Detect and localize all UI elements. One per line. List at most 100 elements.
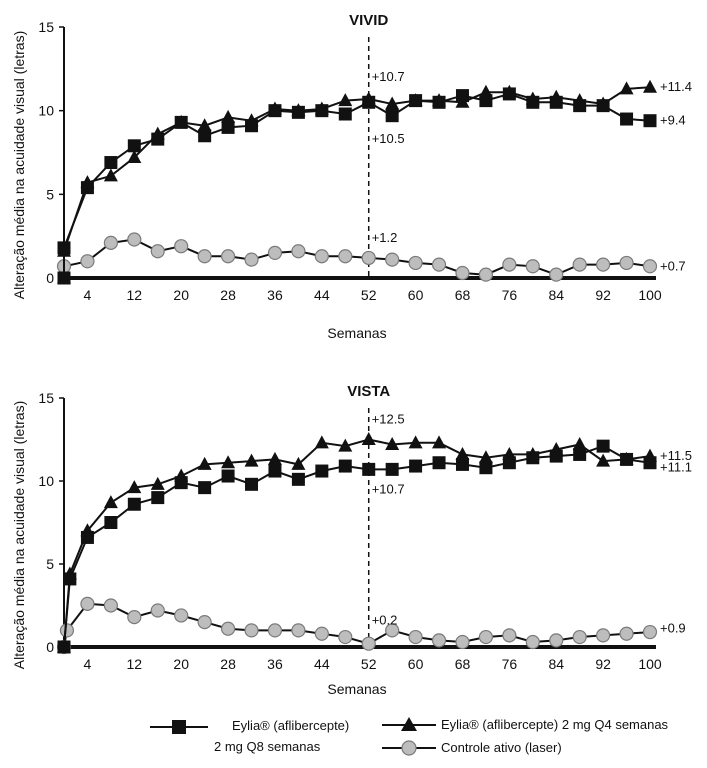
legend-laser-label: Controle ativo (laser): [441, 740, 562, 755]
p0-point-circle: [80, 254, 95, 269]
legend-q4-label: Eylia® (aflibercepte) 2 mg Q4 semanas: [441, 717, 669, 732]
p0-point-circle: [525, 259, 540, 274]
p1-y-axis-label: Alteração média na acuidade visual (letr…: [11, 401, 27, 669]
p0-point-triangle: [197, 118, 212, 132]
p0-point-circle: [642, 259, 658, 274]
p1-x-tick-label: 76: [502, 656, 518, 672]
p1-point-square: [127, 497, 141, 511]
p1-annotation: +11.5: [660, 448, 692, 463]
p0-annotation: +1.2: [372, 230, 398, 245]
chart-vista: 0 5 10 15 4 12 20 28 36 44 52 60 68 76 84 92 100 VISTA Sem…: [11, 383, 692, 697]
p0-y-tick-label: 15: [38, 19, 54, 35]
p0-point-triangle: [408, 93, 423, 107]
p0-x-tick-label: 4: [84, 287, 92, 303]
p0-x-tick-label: 20: [173, 287, 189, 303]
p0-annotation: +9.4: [660, 113, 686, 128]
p1-point-square: [362, 462, 376, 476]
p0-point-circle: [314, 249, 329, 264]
p0-point-circle: [431, 257, 447, 272]
p0-x-tick-label: 12: [127, 287, 143, 303]
p0-point-circle: [197, 249, 212, 264]
legend-laser-marker: [401, 740, 417, 756]
p0-point-circle: [150, 244, 165, 259]
p0-point-circle: [220, 249, 236, 264]
p0-point-square: [198, 129, 212, 143]
p1-point-circle: [502, 628, 517, 643]
p0-x-tick-label: 28: [220, 287, 236, 303]
p1-point-circle: [619, 626, 634, 641]
p1-x-tick-label: 84: [548, 656, 564, 672]
p1-y-tick-label: 15: [38, 390, 54, 406]
p1-annotation: +10.7: [372, 481, 405, 496]
p1-point-triangle: [385, 436, 400, 450]
p1-point-triangle: [244, 453, 259, 467]
p1-x-tick-label: 4: [84, 656, 92, 672]
p0-point-circle: [455, 265, 470, 281]
p1-point-square: [338, 459, 352, 473]
p1-point-circle: [338, 629, 353, 645]
p0-y-axis-label: Alteração média na acuidade visual (letr…: [11, 31, 27, 299]
p0-x-tick-label: 92: [595, 287, 611, 303]
p1-series-triangle: [57, 432, 657, 653]
p1-x-tick-label: 28: [220, 656, 236, 672]
p1-point-circle: [431, 633, 447, 648]
p0-point-circle: [361, 250, 376, 266]
p1-point-triangle: [57, 639, 71, 653]
p1-point-triangle: [174, 468, 189, 482]
p0-x-tick-label: 68: [455, 287, 471, 303]
p0-point-triangle: [338, 93, 353, 107]
p1-point-triangle: [127, 480, 142, 494]
p0-point-circle: [338, 249, 353, 264]
p1-point-circle: [408, 629, 423, 645]
p0-x-tick-label: 36: [267, 287, 283, 303]
p1-point-circle: [572, 629, 587, 645]
legend-q8-label-1: Eylia® (aflibercepte): [232, 718, 349, 733]
legend-q4-marker: [401, 717, 417, 731]
p0-point-triangle: [478, 84, 493, 98]
p1-point-triangle: [103, 495, 118, 509]
p0-point-circle: [596, 257, 611, 272]
p1-point-circle: [314, 626, 329, 641]
p1-y-tick-label: 10: [38, 473, 54, 489]
p0-point-triangle: [455, 94, 470, 108]
p0-point-triangle: [103, 168, 118, 182]
p0-point-triangle: [267, 101, 282, 115]
p0-point-triangle: [291, 103, 306, 117]
p1-point-triangle: [502, 446, 517, 460]
p1-title: VISTA: [347, 383, 390, 400]
p0-x-tick-label: 52: [361, 287, 377, 303]
p0-point-square: [385, 109, 399, 123]
p1-point-triangle: [478, 450, 493, 464]
p0-point-circle: [478, 267, 494, 282]
p1-point-circle: [549, 633, 564, 648]
p1-point-triangle: [525, 446, 540, 460]
p0-x-tick-label: 84: [548, 287, 564, 303]
p1-point-circle: [596, 628, 611, 643]
p0-y-tick-label: 0: [46, 270, 54, 286]
p0-point-circle: [103, 235, 118, 250]
p1-annotation: +11.1: [660, 460, 692, 475]
p1-point-triangle: [150, 476, 165, 490]
p0-point-triangle: [150, 126, 165, 140]
p1-point-circle: [385, 623, 400, 638]
p0-point-circle: [291, 244, 306, 259]
p1-point-triangle: [314, 435, 329, 449]
p0-point-circle: [572, 257, 587, 272]
p0-series-line: [63, 238, 651, 276]
p1-point-square: [151, 491, 165, 505]
p0-point-triangle: [57, 243, 71, 257]
p0-point-square: [104, 156, 118, 170]
p0-point-triangle: [221, 109, 236, 123]
p1-point-square: [268, 464, 282, 478]
p1-point-circle: [267, 623, 283, 638]
legend-q8-marker: [172, 720, 186, 734]
p1-x-axis-label: Semanas: [327, 681, 386, 697]
p1-point-triangle: [361, 432, 376, 445]
p0-point-triangle: [385, 96, 400, 110]
p1-x-tick-label: 36: [267, 656, 283, 672]
p1-point-triangle: [455, 446, 470, 460]
p0-point-triangle: [572, 93, 587, 107]
p0-annotation: +10.5: [372, 131, 405, 146]
p1-point-triangle: [197, 456, 212, 470]
